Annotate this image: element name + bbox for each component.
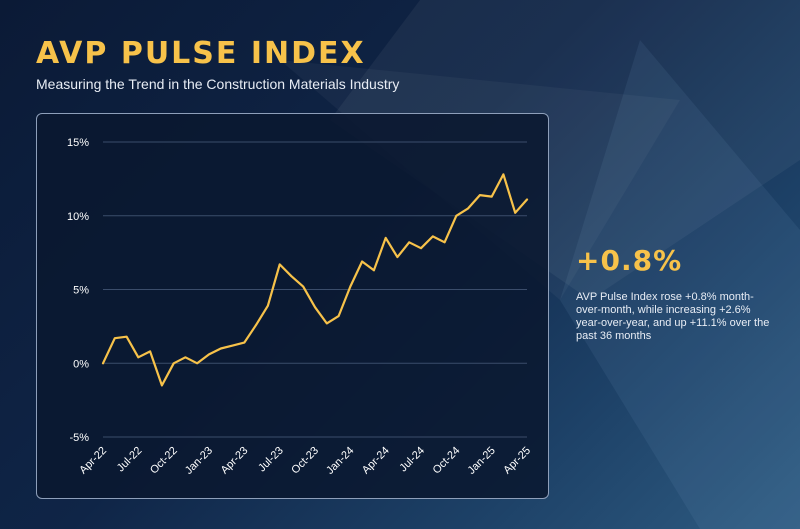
data-point [490, 195, 492, 197]
x-tick-label: Apr-22 [77, 445, 109, 477]
x-tick-label: Jul-24 [397, 445, 427, 475]
x-tick-label: Jul-22 [115, 445, 145, 475]
x-tick-label: Jul-23 [256, 445, 286, 475]
data-point [302, 285, 304, 287]
data-point [514, 212, 516, 214]
data-point [161, 384, 163, 386]
data-point [255, 324, 257, 326]
data-point [102, 362, 104, 364]
data-point [278, 263, 280, 265]
line-chart: -5%0%5%10%15%Apr-22 Jul-22 Oct-22 Jan-23 Apr… [67, 137, 533, 477]
x-tick-label: Oct-23 [289, 445, 321, 477]
data-point [479, 194, 481, 196]
data-point [455, 215, 457, 217]
data-point [326, 322, 328, 324]
index-series-line [101, 173, 529, 387]
x-tick-label: Apr-23 [219, 445, 251, 477]
data-point [337, 315, 339, 317]
y-tick-label: -5% [69, 432, 89, 444]
data-point [196, 362, 198, 364]
data-point [290, 275, 292, 277]
chart-card: -5% 0% 5% 10% 15% Apr-22 Jul-22 Oct-22 Jan-23 Apr… [36, 113, 549, 499]
data-point [349, 285, 351, 287]
page-title: AVP PULSE INDEX [36, 36, 366, 71]
y-tick-label: 15% [67, 137, 89, 149]
data-point [184, 356, 186, 358]
data-point [408, 241, 410, 243]
summary-description: AVP Pulse Index rose +0.8% month-over-mo… [576, 291, 770, 342]
y-tick-label: 0% [73, 358, 89, 370]
y-tick-label: 10% [67, 211, 89, 223]
x-tick-label: Oct-24 [431, 445, 463, 477]
data-point [314, 306, 316, 308]
data-point [361, 260, 363, 262]
data-point [502, 173, 504, 175]
data-point [137, 356, 139, 358]
data-point [373, 269, 375, 271]
data-point [172, 362, 174, 364]
x-tick-label: Jan-25 [466, 445, 498, 477]
data-point [208, 353, 210, 355]
x-tick-label: Jan-24 [324, 445, 356, 477]
data-point [526, 198, 528, 200]
data-point [149, 350, 151, 352]
x-tick-label: Apr-24 [360, 445, 392, 477]
x-tick-label: Oct-22 [148, 445, 180, 477]
data-point [396, 256, 398, 258]
y-tick-label: 5% [73, 285, 89, 297]
data-point [467, 207, 469, 209]
page-subtitle: Measuring the Trend in the Construction … [36, 76, 400, 92]
x-tick-label: Apr-25 [501, 445, 533, 477]
month-over-month-change: +0.8% [576, 244, 683, 277]
data-point [114, 337, 116, 339]
data-point [420, 247, 422, 249]
data-point [384, 237, 386, 239]
data-point [125, 336, 127, 338]
x-tick-label: Jan-23 [183, 445, 215, 477]
data-point [432, 235, 434, 237]
data-point [267, 305, 269, 307]
data-point [243, 341, 245, 343]
data-point [231, 344, 233, 346]
data-point [220, 347, 222, 349]
data-point [443, 241, 445, 243]
